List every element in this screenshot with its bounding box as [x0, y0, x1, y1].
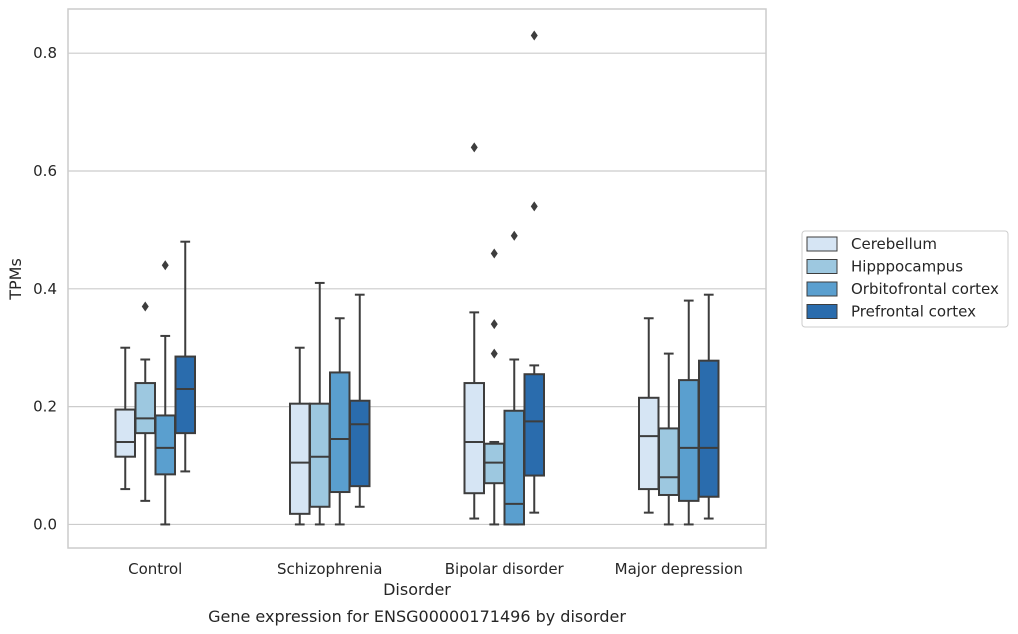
y-tick-label: 0.4 — [33, 280, 57, 298]
legend-label: Cerebellum — [851, 235, 937, 253]
legend-swatch — [806, 304, 838, 319]
x-tick-label: Schizophrenia — [277, 560, 382, 578]
box-rect — [658, 427, 680, 496]
box-1-0 — [289, 346, 311, 526]
y-tick-label: 0.0 — [33, 515, 57, 533]
outlier-point — [530, 201, 538, 212]
box-3-2 — [678, 299, 700, 526]
legend-label: Orbitofrontal cortex — [851, 280, 999, 298]
box-rect — [309, 402, 331, 508]
legend-label: Prefrontal cortex — [851, 303, 976, 321]
box-rect — [678, 379, 700, 502]
outlier-point — [510, 230, 518, 241]
y-tick-label: 0.2 — [33, 398, 57, 416]
y-tick-label: 0.6 — [33, 162, 57, 180]
outlier-point — [470, 142, 478, 153]
box-rect — [174, 355, 196, 435]
y-tick-label: 0.8 — [33, 44, 57, 62]
box-1-2 — [329, 317, 351, 526]
box-2-2 — [503, 230, 525, 526]
x-tick-labels: Control Schizophrenia Bipolar disorder Majo… — [128, 560, 743, 578]
x-tick-label: Control — [128, 560, 182, 578]
box-0-0 — [114, 346, 136, 491]
legend-frame — [801, 230, 1009, 328]
box-3-1 — [658, 352, 680, 526]
box-rect — [289, 402, 311, 515]
legend-swatch — [806, 281, 838, 297]
box-0-1 — [134, 301, 156, 502]
box-rect — [154, 414, 176, 476]
box-1-3 — [349, 293, 371, 508]
box-2-3 — [523, 30, 545, 514]
box-3-0 — [638, 317, 660, 514]
box-rect — [329, 371, 351, 494]
box-rect — [134, 382, 156, 435]
outlier-point — [490, 348, 498, 359]
boxes — [114, 30, 720, 526]
box-rect — [638, 396, 660, 491]
box-0-3 — [174, 240, 196, 473]
x-tick-label: Major depression — [615, 560, 743, 578]
box-3-3 — [698, 293, 720, 520]
box-0-2 — [154, 260, 176, 526]
box-1-1 — [309, 281, 331, 526]
box-rect — [114, 408, 136, 458]
legend-swatch — [806, 259, 838, 274]
legend: Cerebellum Hipppocampus Orbitofrontal cort… — [801, 230, 1009, 328]
box-2-0 — [463, 142, 485, 520]
x-axis-title: Disorder — [383, 580, 451, 599]
outlier-point — [490, 248, 498, 259]
y-tick-labels: 0.0 0.2 0.4 0.6 0.8 — [33, 44, 57, 533]
box-2-1 — [483, 248, 505, 526]
y-axis-title: TPMs — [6, 258, 25, 301]
outlier-point — [490, 319, 498, 330]
chart-caption: Gene expression for ENSG00000171496 by d… — [208, 607, 626, 626]
outlier-point — [530, 30, 538, 41]
box-rect — [463, 382, 485, 495]
box-rect — [698, 359, 720, 498]
box-rect — [523, 373, 545, 477]
box-rect — [349, 399, 371, 488]
legend-label: Hipppocampus — [851, 258, 963, 276]
outlier-point — [161, 260, 169, 271]
legend-swatch — [806, 236, 838, 252]
outlier-point — [141, 301, 149, 312]
plot-frame — [67, 8, 767, 549]
box-rect — [503, 409, 525, 526]
x-tick-label: Bipolar disorder — [445, 560, 565, 578]
